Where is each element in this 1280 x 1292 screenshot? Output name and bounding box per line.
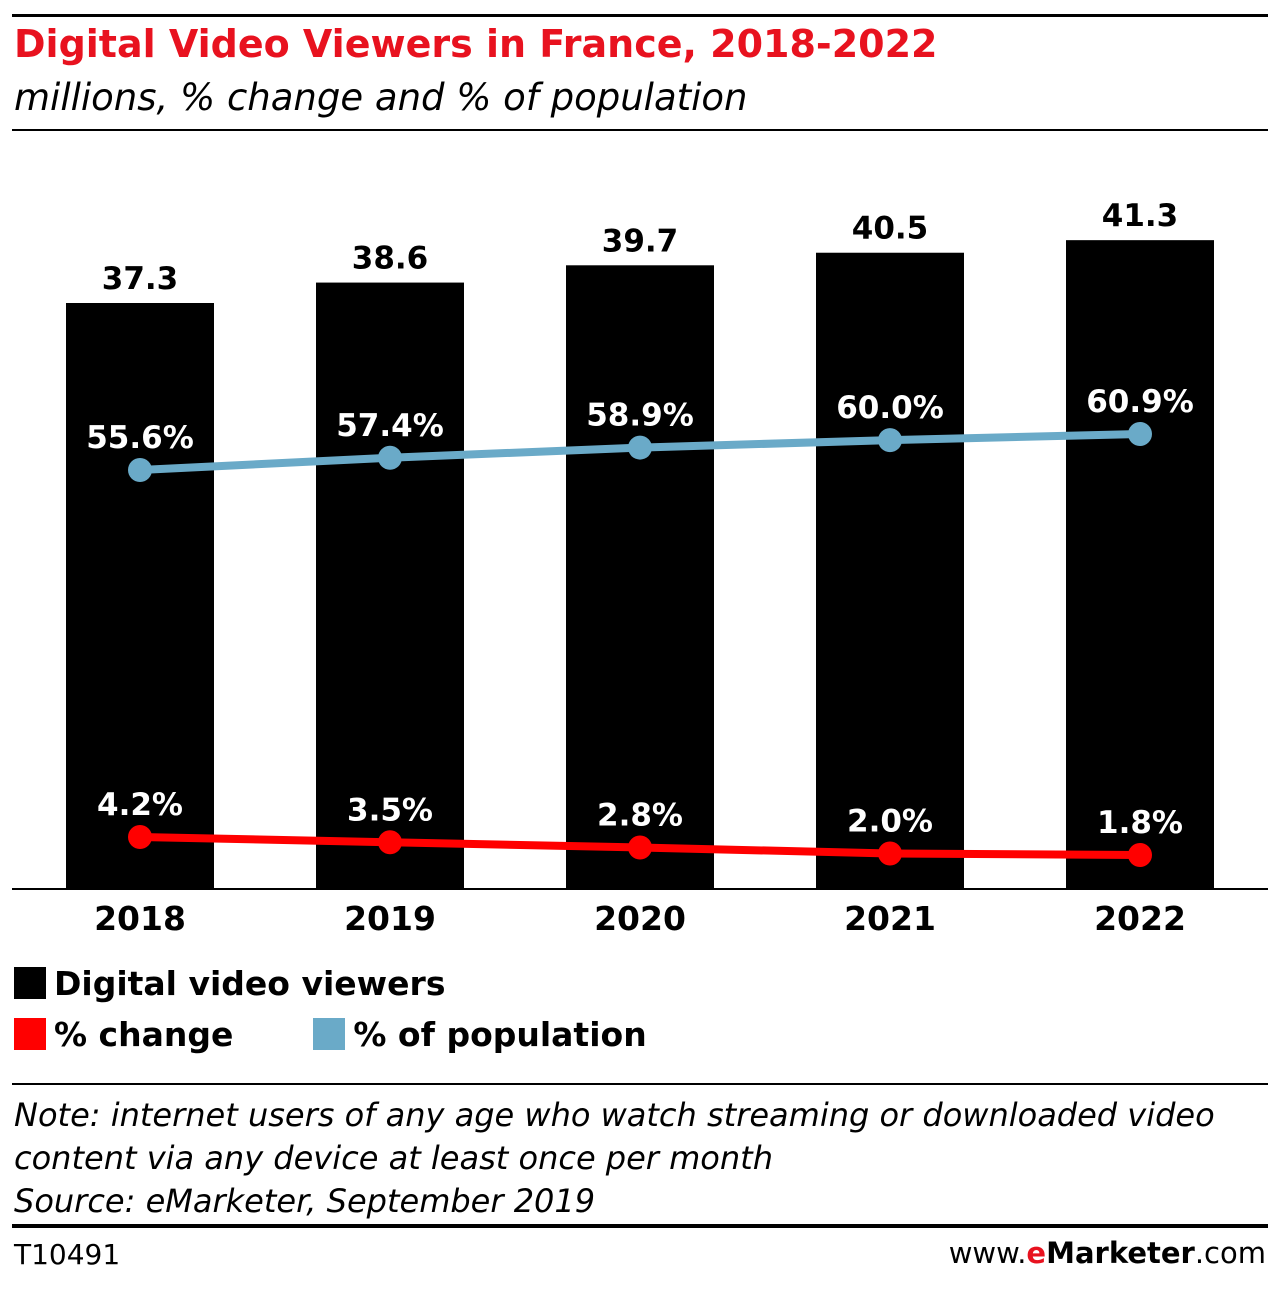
bar-value-label-2019: 38.6: [352, 241, 429, 277]
note-line-1: Note: internet users of any age who watc…: [14, 1096, 1215, 1134]
population-point-2022: [1128, 422, 1152, 446]
change-point-2019: [378, 830, 402, 855]
change-point-2020: [628, 835, 652, 860]
bar-value-label-2021: 40.5: [852, 211, 929, 247]
legend-row-2: % change % of population: [14, 1014, 647, 1054]
x-tick-label-2021: 2021: [844, 899, 936, 938]
legend-swatch-change: [14, 1018, 46, 1050]
source-line: Source: eMarketer, September 2019: [14, 1182, 596, 1220]
legend-label-viewers: Digital video viewers: [54, 963, 446, 1003]
legend-item-population: % of population: [313, 1014, 647, 1054]
note-line-2: content via any device at least once per…: [14, 1139, 773, 1177]
bar-value-label-2022: 41.3: [1102, 198, 1179, 234]
population-point-2018: [128, 458, 152, 482]
population-point-2019: [378, 445, 402, 470]
legend-item-change: % change: [14, 1015, 233, 1054]
subtitle-rule: [12, 129, 1268, 131]
change-value-label-2019: 3.5%: [347, 792, 433, 828]
legend-item-viewers: Digital video viewers: [14, 964, 445, 1003]
footer-rule: [12, 1224, 1268, 1228]
brand-link[interactable]: www.eMarketer.com: [949, 1236, 1266, 1270]
x-tick-label-2022: 2022: [1094, 899, 1186, 938]
x-tick-label-2020: 2020: [594, 899, 686, 938]
change-point-2022: [1128, 843, 1152, 867]
brand-e: e: [1026, 1236, 1047, 1270]
bar-2020: [566, 265, 714, 889]
population-point-2021: [878, 428, 902, 453]
population-value-label-2021: 60.0%: [836, 390, 944, 426]
chart: 37.3 2018 38.6 2019 39.7 2020 40.5 2021 41.3 2022…: [12, 198, 1268, 938]
population-value-label-2019: 57.4%: [336, 408, 444, 444]
x-tick-label-2019: 2019: [344, 899, 436, 938]
change-value-label-2018: 4.2%: [97, 787, 183, 823]
bar-2022: [1066, 240, 1214, 889]
top-rule: [12, 14, 1268, 17]
chart-id: T10491: [14, 1238, 121, 1271]
brand-prefix: www.: [948, 1236, 1027, 1270]
legend-swatch-viewers: [14, 967, 46, 999]
population-value-label-2020: 58.9%: [586, 398, 694, 434]
population-value-label-2018: 55.6%: [86, 420, 194, 456]
change-value-label-2022: 1.8%: [1097, 805, 1183, 841]
change-value-label-2020: 2.8%: [597, 798, 683, 834]
legend-label-population: % of population: [353, 1014, 647, 1054]
legend-label-change: % change: [54, 1014, 234, 1054]
brand-suffix: .com: [1194, 1236, 1266, 1270]
lines-layer: [128, 422, 1152, 867]
chart-subtitle: millions, % change and % of population: [14, 76, 748, 119]
brand-name: Marketer: [1046, 1236, 1195, 1270]
chart-title: Digital Video Viewers in France, 2018-20…: [14, 22, 938, 66]
bar-2019: [316, 282, 464, 889]
note-rule: [12, 1083, 1268, 1085]
chart-note: Note: internet users of any age who watc…: [14, 1094, 1264, 1223]
legend-row-1: Digital video viewers: [14, 963, 445, 1003]
population-value-label-2022: 60.9%: [1086, 384, 1194, 420]
bar-value-label-2020: 39.7: [602, 223, 679, 259]
bar-value-label-2018: 37.3: [102, 261, 179, 297]
labels-layer: 37.3 2018 38.6 2019 39.7 2020 40.5 2021 41.3 2022…: [86, 198, 1194, 938]
change-point-2018: [128, 825, 152, 849]
x-tick-label-2018: 2018: [94, 899, 186, 938]
change-point-2021: [878, 841, 902, 866]
bars-layer: [66, 240, 1214, 889]
bar-2021: [816, 252, 964, 889]
change-value-label-2021: 2.0%: [847, 804, 933, 840]
population-point-2020: [628, 435, 652, 460]
legend-swatch-population: [313, 1018, 346, 1050]
bar-2018: [66, 303, 214, 889]
